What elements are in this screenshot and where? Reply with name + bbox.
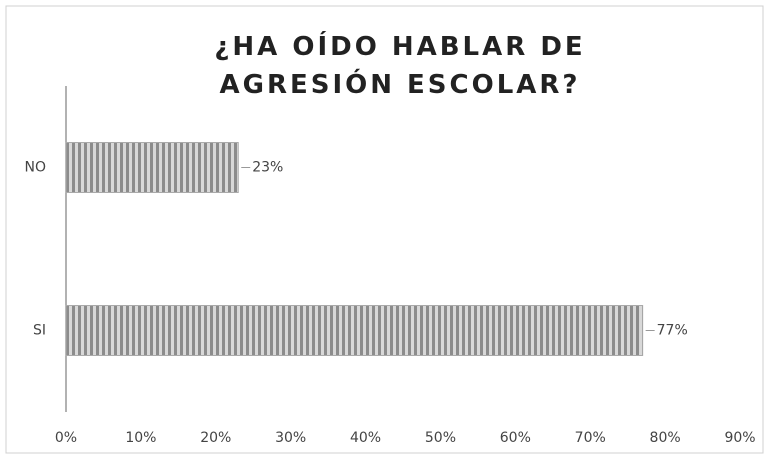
x-tick-label: 30%: [275, 430, 306, 446]
x-tick-label: 10%: [125, 430, 156, 446]
bar: [65, 305, 644, 356]
x-tick-label: 0%: [55, 430, 77, 446]
data-label: 23%: [252, 160, 283, 176]
x-tick-label: 40%: [350, 430, 381, 446]
x-tick-label: 20%: [200, 430, 231, 446]
data-label: 77%: [657, 323, 688, 339]
x-tick-label: 80%: [650, 430, 681, 446]
chart-title: ¿HA OÍDO HABLAR DE AGRESIÓN ESCOLAR?: [214, 32, 586, 100]
frame: [5, 5, 764, 454]
y-tick-label: SI: [33, 323, 46, 339]
x-tick-label: 50%: [425, 430, 456, 446]
x-tick-label: 60%: [500, 430, 531, 446]
y-tick-label: NO: [25, 160, 47, 176]
x-tick-label: 90%: [724, 430, 755, 446]
x-tick-label: 70%: [575, 430, 606, 446]
bar: [65, 142, 239, 193]
